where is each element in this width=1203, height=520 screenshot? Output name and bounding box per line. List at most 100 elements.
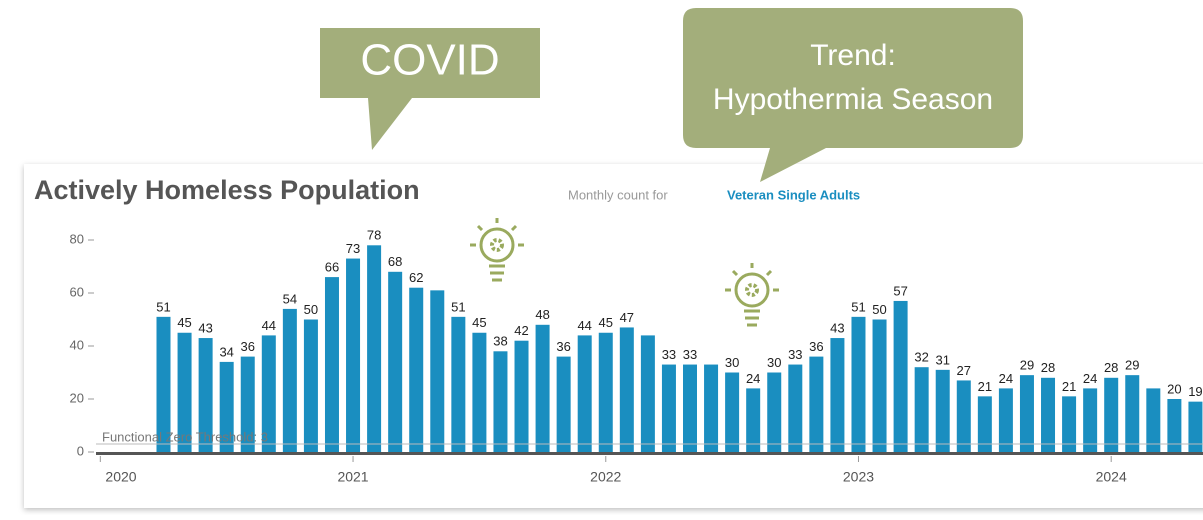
value-label: 45 [177,315,191,330]
value-label: 28 [1104,360,1118,375]
bar [367,245,382,452]
bar [661,364,676,452]
chart-subtitle: Monthly count for [568,187,668,202]
bar [219,361,234,452]
trend-callout [683,8,1023,182]
bar [556,356,571,452]
bar [324,277,339,452]
value-label: 33 [788,347,802,362]
value-label: 21 [978,379,992,394]
bar [1146,388,1161,452]
x-tick-label: 2020 [105,469,136,485]
value-label: 20 [1167,381,1181,396]
bar [451,316,466,452]
y-tick-label: 40 [70,337,84,352]
bar [346,258,361,452]
bar [1125,375,1140,452]
bar [809,356,824,452]
value-label: 24 [746,371,760,386]
value-label: 51 [451,299,465,314]
value-label: 45 [472,315,486,330]
bar [851,316,866,452]
value-label: 48 [535,307,549,322]
value-label: 57 [893,283,907,298]
bar [998,388,1013,452]
x-tick-label: 2021 [337,469,368,485]
bar [177,332,192,452]
chart-subtitle-highlight: Veteran Single Adults [727,187,860,202]
y-tick-label: 20 [70,390,84,405]
value-label: 36 [241,339,255,354]
value-label: 73 [346,241,360,256]
bar [914,367,929,452]
bar [430,290,445,452]
callout-text: Hypothermia Season [713,83,993,116]
value-label: 43 [830,320,844,335]
callout-text: COVID [360,36,499,85]
bar [156,316,171,452]
bar [977,396,992,452]
x-tick-label: 2024 [1096,469,1127,485]
value-label: 43 [198,320,212,335]
bar [1188,401,1203,452]
bar [767,372,782,452]
value-label: 36 [556,339,570,354]
bar [1104,377,1119,452]
bar [282,308,297,452]
value-label: 36 [809,339,823,354]
threshold-label: Functional Zero Threshold: 3 [102,429,268,444]
value-label: 68 [388,254,402,269]
value-label: 33 [662,347,676,362]
bar [598,332,613,452]
value-label: 32 [914,350,928,365]
bar [830,338,845,452]
value-label: 30 [767,355,781,370]
bar [303,319,318,452]
value-label: 47 [620,310,634,325]
bar [1083,388,1098,452]
value-label: 44 [577,318,591,333]
bar [872,319,887,452]
bar [725,372,740,452]
value-label: 42 [514,323,528,338]
bar [535,324,550,452]
value-label: 33 [683,347,697,362]
lightbulb-icon [470,218,524,282]
bar [893,300,908,452]
value-label: 54 [283,291,297,306]
y-tick-label: 60 [70,284,84,299]
value-label: 50 [872,302,886,317]
value-label: 28 [1041,360,1055,375]
bar [1041,377,1056,452]
value-label: 44 [262,318,276,333]
value-label: 62 [409,270,423,285]
bar [198,338,213,452]
value-label: 19 [1188,384,1202,399]
value-label: 21 [1062,379,1076,394]
bar [704,364,719,452]
value-label: 30 [725,355,739,370]
bar [788,364,803,452]
bar [619,327,634,452]
x-tick-label: 2022 [590,469,621,485]
chart-title: Actively Homeless Population [34,175,420,205]
bar [640,335,655,452]
bar [1019,375,1034,452]
bar [1167,399,1182,452]
bar [1062,396,1077,452]
bar [577,335,592,452]
bar [388,271,403,452]
value-label: 24 [999,371,1013,386]
bar [240,356,255,452]
value-label: 51 [156,299,170,314]
value-label: 31 [935,352,949,367]
value-label: 45 [599,315,613,330]
bar [935,369,950,452]
value-label: 51 [851,299,865,314]
y-tick-label: 80 [70,231,84,246]
bar [472,332,487,452]
bar [514,340,529,452]
value-label: 50 [304,302,318,317]
value-label: 29 [1125,358,1139,373]
